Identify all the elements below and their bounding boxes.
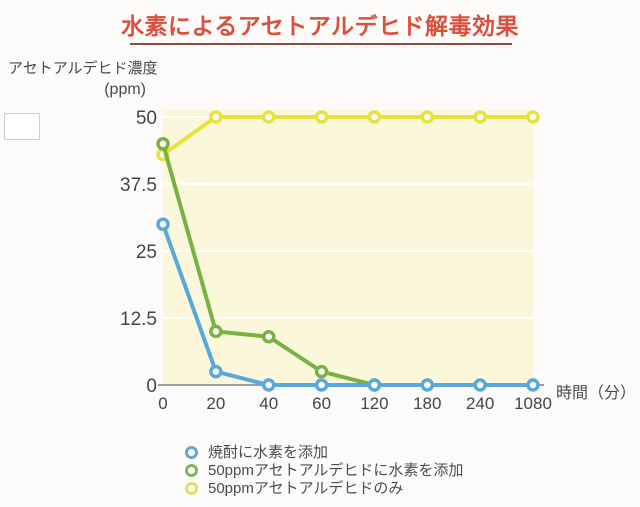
series-point [261, 378, 276, 392]
x-tick-label: 40 [259, 394, 278, 413]
series-line [161, 115, 535, 157]
legend-label: 焼酎に水素を添加 [208, 444, 329, 461]
series-point [420, 378, 435, 392]
y-tick-label: 25 [136, 242, 157, 263]
x-tick-label: 60 [312, 394, 331, 413]
x-tick-label: 180 [413, 394, 441, 413]
series-point [367, 378, 382, 392]
empty-overlay-box [4, 113, 40, 140]
series-point [261, 330, 276, 344]
x-tick-label: 20 [206, 394, 225, 413]
x-axis-label: 時間（分） [556, 385, 637, 402]
chart-legend: 焼酎に水素を添加 50ppmアセトアルデヒドに水素を添加 50ppmアセトアルデ… [185, 444, 463, 498]
series-point [526, 110, 540, 124]
x-tick-label: 240 [466, 394, 494, 413]
title-underline [130, 43, 512, 45]
legend-marker-yellow-icon [185, 482, 198, 495]
x-tick-label: 0 [158, 394, 167, 413]
y-tick-label: 0 [146, 376, 157, 397]
legend-item-hydrogen-added: 50ppmアセトアルデヒドに水素を添加 [185, 462, 463, 479]
y-tick-label: 50 [136, 108, 157, 129]
series-point [209, 110, 223, 124]
series-point [314, 378, 329, 392]
x-tick-label: 1080 [514, 394, 552, 413]
series-point [209, 364, 223, 379]
series-point [526, 378, 540, 392]
x-tick-label: 120 [360, 394, 388, 413]
legend-item-shochu: 焼酎に水素を添加 [185, 444, 463, 461]
series-point [314, 110, 329, 124]
series-point [420, 110, 435, 124]
series-point [156, 137, 170, 151]
y-axis-title-text: アセトアルデヒド濃度 [8, 60, 158, 77]
legend-item-acetaldehyde-only: 50ppmアセトアルデヒドのみ [185, 480, 463, 497]
legend-label: 50ppmアセトアルデヒドに水素を添加 [208, 462, 464, 479]
y-tick-label: 37.5 [120, 175, 157, 196]
series-point [473, 110, 487, 124]
plot-area [163, 110, 533, 385]
series-point [314, 364, 329, 379]
series-line [161, 222, 535, 387]
y-axis-title: アセトアルデヒド濃度 (ppm) [8, 58, 160, 100]
legend-marker-green-icon [185, 464, 198, 477]
chart-title: 水素によるアセトアルデヒド解毒効果 [120, 13, 520, 39]
legend-marker-blue-icon [185, 446, 198, 459]
series-point [261, 110, 276, 124]
series-point [367, 110, 382, 124]
legend-label: 50ppmアセトアルデヒドのみ [208, 480, 404, 497]
series-point [209, 324, 223, 339]
y-tick-label: 12.5 [120, 309, 157, 330]
series-point [156, 217, 170, 231]
y-axis-unit: (ppm) [104, 81, 146, 98]
series-point [473, 378, 487, 392]
